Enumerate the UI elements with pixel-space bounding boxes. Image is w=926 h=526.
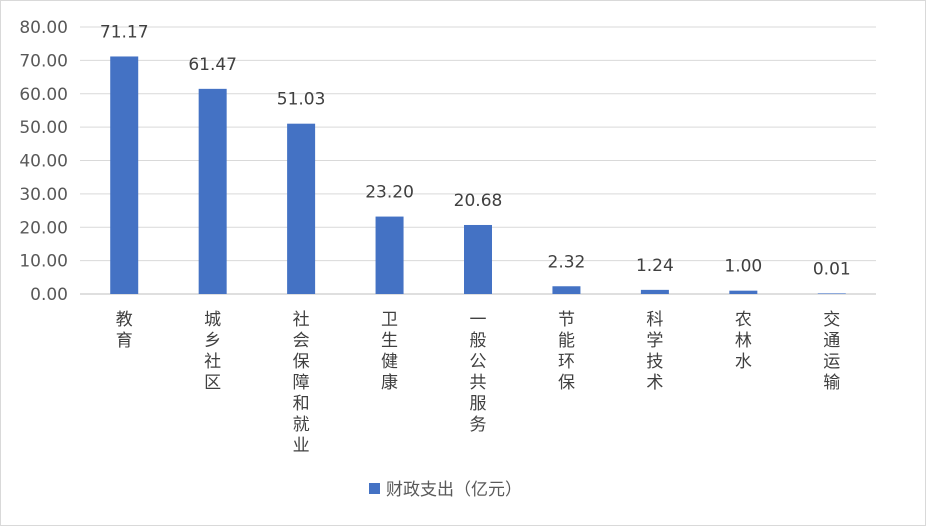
bar	[640, 289, 669, 294]
data-label: 51.03	[277, 90, 326, 110]
y-axis-ticks: 0.00 10.00 20.00 30.00 40.00 50.00 60.00 70.00 8…	[19, 18, 68, 305]
y-tick-label: 80.00	[19, 18, 68, 38]
category-labels: 教育 城乡社区 社会保障和就业 卫生健康 一般公共服务 节能环保 科学技术 农林水 交通运输	[116, 310, 841, 456]
data-label: 0.01	[813, 259, 851, 279]
category-label: 社会保障和就业	[293, 310, 310, 456]
category-label: 城乡社区	[204, 310, 221, 393]
category-label: 科学技术	[646, 310, 663, 393]
data-labels: 71.17 61.47 51.03 23.20 20.68 2.32 1.24 1.00 0.0…	[100, 22, 851, 279]
data-label: 1.00	[724, 257, 762, 277]
bar	[552, 286, 581, 294]
category-label: 交通运输	[823, 310, 840, 393]
data-label: 1.24	[636, 256, 674, 276]
bar	[110, 56, 139, 294]
y-tick-label: 0.00	[30, 285, 68, 305]
category-label: 农林水	[735, 310, 752, 372]
bar	[729, 290, 758, 294]
bar	[198, 88, 227, 294]
y-tick-label: 10.00	[19, 252, 68, 272]
y-tick-label: 30.00	[19, 185, 68, 205]
category-label: 教育	[116, 310, 133, 351]
bar	[464, 224, 492, 294]
data-label: 2.32	[548, 252, 586, 272]
legend-swatch	[369, 483, 380, 494]
category-label: 卫生健康	[381, 310, 398, 393]
legend: 财政支出（亿元）	[369, 480, 522, 500]
data-label: 71.17	[100, 22, 149, 42]
bar	[287, 123, 316, 294]
y-tick-label: 70.00	[19, 51, 68, 71]
bar	[375, 216, 404, 294]
bars	[110, 56, 846, 294]
bar	[817, 293, 846, 294]
data-label: 61.47	[188, 55, 237, 75]
y-tick-label: 60.00	[19, 85, 68, 105]
y-tick-label: 20.00	[19, 218, 68, 238]
category-label: 一般公共服务	[470, 310, 487, 435]
legend-label: 财政支出（亿元）	[386, 480, 522, 500]
y-tick-label: 50.00	[19, 118, 68, 138]
data-label: 23.20	[365, 183, 414, 203]
category-label: 节能环保	[558, 310, 575, 393]
y-tick-label: 40.00	[19, 152, 68, 172]
data-label: 20.68	[454, 191, 503, 211]
